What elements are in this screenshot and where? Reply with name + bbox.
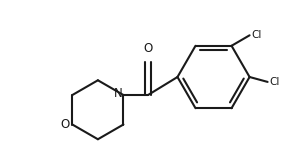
Text: N: N: [114, 87, 123, 100]
Text: O: O: [60, 118, 70, 131]
Text: Cl: Cl: [269, 77, 279, 87]
Text: O: O: [143, 42, 153, 55]
Text: Cl: Cl: [251, 30, 261, 40]
